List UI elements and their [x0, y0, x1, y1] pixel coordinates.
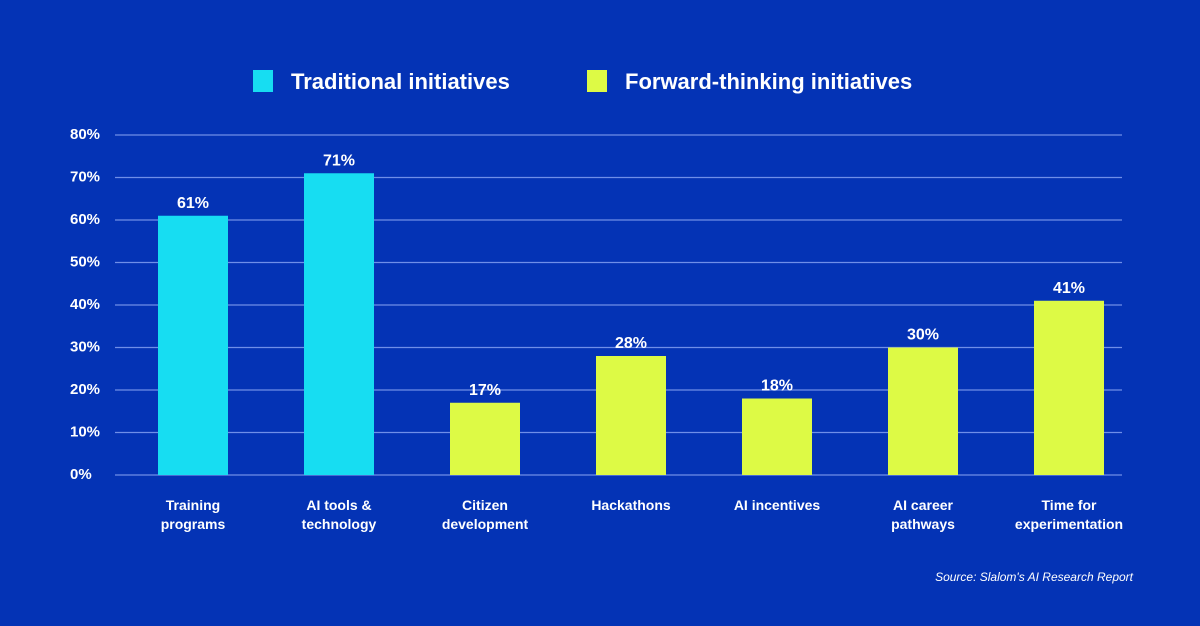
x-category-label: Time for experimentation — [1015, 497, 1123, 532]
bar-value-label: 30% — [907, 327, 939, 344]
bar-value-label: 71% — [323, 152, 355, 169]
bar-value-label: 18% — [761, 378, 793, 395]
legend-swatch-traditional — [253, 70, 273, 92]
legend-swatch-forward — [587, 70, 607, 92]
bars — [158, 173, 1104, 475]
value-labels: 61% 71% 17% 28% 18% 30% 41% — [177, 152, 1085, 399]
x-category-label: AI tools & technology — [302, 497, 377, 532]
x-category-label: AI career pathways — [891, 497, 955, 532]
bar-value-label: 41% — [1053, 280, 1085, 297]
y-tick-label: 40% — [70, 296, 100, 313]
bar-value-label: 28% — [615, 335, 647, 352]
y-tick-label: 0% — [70, 466, 92, 483]
source-note: Source: Slalom's AI Research Report — [935, 570, 1134, 584]
bar — [596, 356, 666, 475]
bar — [742, 398, 812, 475]
y-tick-label: 30% — [70, 339, 100, 356]
y-tick-label: 70% — [70, 169, 100, 186]
bar — [158, 215, 228, 475]
legend-label-forward: Forward-thinking initiatives — [625, 69, 912, 94]
x-category-label: Citizen development — [442, 497, 529, 532]
y-tick-label: 10% — [70, 424, 100, 441]
y-tick-label: 80% — [70, 126, 100, 143]
x-axis-labels: Training programs AI tools & technology Citi… — [161, 497, 1123, 532]
x-category-label: Hackathons — [591, 497, 671, 513]
bar — [450, 402, 520, 475]
bar — [888, 347, 958, 475]
bar — [1034, 300, 1104, 475]
y-tick-label: 60% — [70, 211, 100, 228]
y-tick-label: 20% — [70, 381, 100, 398]
x-category-label: Training programs — [161, 497, 226, 532]
x-category-label: AI incentives — [734, 497, 821, 513]
legend-label-traditional: Traditional initiatives — [291, 69, 510, 94]
bar-value-label: 61% — [177, 195, 209, 212]
legend: Traditional initiatives Forward-thinking… — [253, 69, 912, 94]
bar-value-label: 17% — [469, 382, 501, 399]
bar — [304, 173, 374, 475]
y-tick-label: 50% — [70, 254, 100, 271]
y-axis-ticks: 0% 10% 20% 30% 40% 50% 60% 70% 80% — [70, 126, 100, 483]
